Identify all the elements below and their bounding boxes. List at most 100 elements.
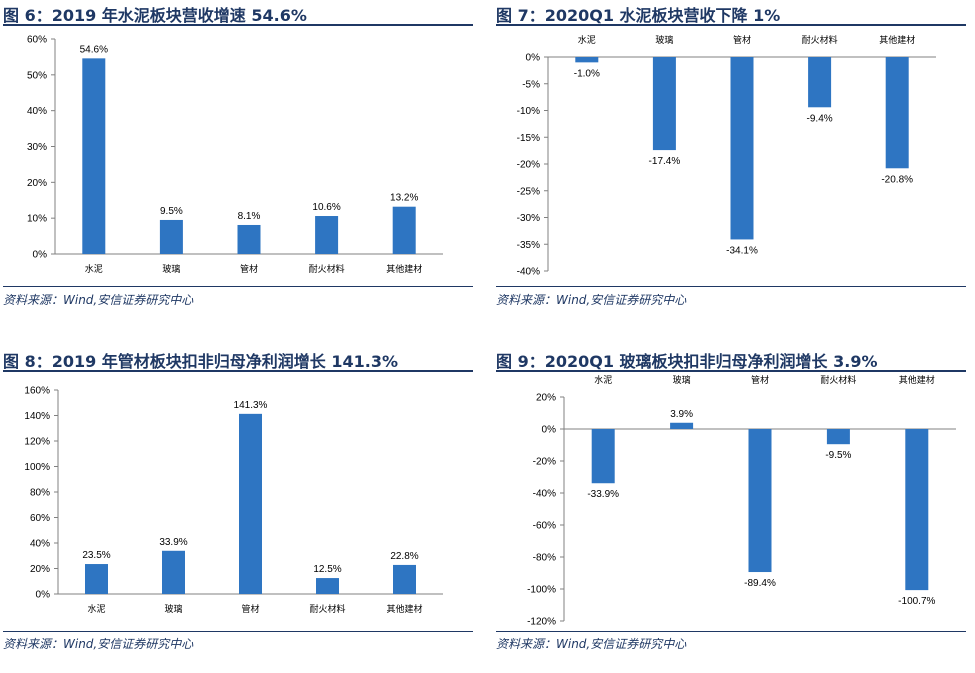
title-rule xyxy=(3,370,473,372)
y-tick-label: 40% xyxy=(30,539,50,550)
data-label: 54.6% xyxy=(80,44,108,55)
data-label: 12.5% xyxy=(313,564,341,575)
category-label: 耐火材料 xyxy=(802,34,838,46)
chart-panel-2: 图 7：2020Q1 水泥板块营收下降 1% 0% -5% -10% -15% -20%… xyxy=(496,0,975,327)
y-tick-label: 30% xyxy=(27,142,47,153)
data-label: 22.8% xyxy=(390,551,418,562)
y-tick-label: -40% xyxy=(517,267,540,278)
category-label: 耐火材料 xyxy=(309,603,345,615)
data-label: 23.5% xyxy=(82,550,110,561)
chart-title: 图 8：2019 年管材板块扣非归母净利润增长 141.3% xyxy=(3,352,399,371)
title-rule xyxy=(3,24,473,26)
source-note: 资料来源：Wind,安信证券研究中心 xyxy=(3,293,194,307)
chart-title: 图 7：2020Q1 水泥板块营收下降 1% xyxy=(496,6,781,25)
source-rule xyxy=(496,286,966,287)
y-tick-label: 100% xyxy=(24,462,50,473)
y-tick-label: 10% xyxy=(27,214,47,225)
y-tick-label: 20% xyxy=(27,178,47,189)
category-label: 管材 xyxy=(733,34,751,46)
y-tick-label: -25% xyxy=(517,186,540,197)
data-label: 3.9% xyxy=(670,409,693,420)
bar-3 xyxy=(239,413,262,594)
y-tick-label: 0% xyxy=(542,425,557,436)
data-label: -9.5% xyxy=(825,450,851,461)
bar-4 xyxy=(315,216,339,254)
y-tick-label: -30% xyxy=(517,213,540,224)
bar-2 xyxy=(159,219,183,254)
y-tick-label: -20% xyxy=(533,457,556,468)
y-tick-label: -10% xyxy=(517,106,540,117)
y-tick-label: -100% xyxy=(527,585,556,596)
bar-1 xyxy=(82,58,106,254)
data-label: -34.1% xyxy=(726,245,758,256)
y-tick-label: -15% xyxy=(517,133,540,144)
category-label: 玻璃 xyxy=(673,374,691,386)
chart-plot: 20% 0% -20% -40% -60% -80% -100% -120% -33.9% 水泥 3… xyxy=(527,374,956,628)
bar-4 xyxy=(316,578,339,594)
y-tick-label: 60% xyxy=(30,513,50,524)
chart-panel-3: 图 8：2019 年管材板块扣非归母净利润增长 141.3% 0% 20% 40% 6… xyxy=(3,346,483,673)
bar-1 xyxy=(575,57,599,63)
bar-5 xyxy=(885,57,909,169)
y-tick-label: 120% xyxy=(24,437,50,448)
bar-3 xyxy=(730,57,754,240)
data-label: 33.9% xyxy=(159,537,187,548)
chart-panel-4: 图 9：2020Q1 玻璃板块扣非归母净利润增长 3.9% 20% 0% -20% -… xyxy=(496,346,975,673)
y-tick-label: 0% xyxy=(36,590,51,601)
category-label: 其他建材 xyxy=(386,263,422,275)
bar-4 xyxy=(808,57,832,108)
category-label: 耐火材料 xyxy=(820,374,856,386)
source-rule xyxy=(3,286,473,287)
category-label: 其他建材 xyxy=(386,603,422,615)
bar-5 xyxy=(393,564,416,594)
y-tick-label: 40% xyxy=(27,106,47,117)
data-label: -100.7% xyxy=(898,596,935,607)
y-tick-label: 50% xyxy=(27,70,47,81)
source-note: 资料来源：Wind,安信证券研究中心 xyxy=(496,637,687,651)
category-label: 其他建材 xyxy=(899,374,935,386)
category-label: 玻璃 xyxy=(655,34,673,46)
y-tick-label: -20% xyxy=(517,160,540,171)
data-label: 8.1% xyxy=(238,211,261,222)
y-tick-label: -35% xyxy=(517,240,540,251)
bar-2 xyxy=(670,422,694,429)
data-label: -1.0% xyxy=(574,68,600,79)
category-label: 管材 xyxy=(751,374,769,386)
category-label: 玻璃 xyxy=(162,263,180,275)
bar-5 xyxy=(905,429,929,591)
bar-3 xyxy=(748,429,772,573)
y-tick-label: 0% xyxy=(526,53,541,64)
bar-2 xyxy=(652,57,676,151)
y-tick-label: -120% xyxy=(527,617,556,628)
data-label: 13.2% xyxy=(390,193,418,204)
category-label: 管材 xyxy=(240,263,258,275)
y-tick-label: 160% xyxy=(24,386,50,397)
source-rule xyxy=(3,631,473,632)
data-label: -9.4% xyxy=(807,113,833,124)
data-label: -89.4% xyxy=(744,578,776,589)
y-tick-label: -40% xyxy=(533,489,556,500)
y-tick-label: 60% xyxy=(27,35,47,46)
category-label: 其他建材 xyxy=(879,34,915,46)
category-label: 耐火材料 xyxy=(309,263,345,275)
data-label: -17.4% xyxy=(649,156,681,167)
bar-1 xyxy=(591,429,615,484)
source-rule xyxy=(496,631,966,632)
title-rule xyxy=(496,370,966,372)
y-tick-label: -80% xyxy=(533,553,556,564)
source-note: 资料来源：Wind,安信证券研究中心 xyxy=(3,637,194,651)
data-label: -33.9% xyxy=(587,489,619,500)
y-tick-label: 80% xyxy=(30,488,50,499)
data-label: 141.3% xyxy=(234,400,268,411)
chart-title: 图 9：2020Q1 玻璃板块扣非归母净利润增长 3.9% xyxy=(496,352,878,371)
data-label: -20.8% xyxy=(881,174,913,185)
y-tick-label: -5% xyxy=(522,79,540,90)
y-tick-label: -60% xyxy=(533,521,556,532)
bar-4 xyxy=(826,429,850,445)
category-label: 水泥 xyxy=(578,34,596,46)
chart-plot: 0% 20% 40% 60% 80% 100% 120% 140% 160% 23.5% 水泥 33.… xyxy=(24,386,443,615)
y-tick-label: 0% xyxy=(33,250,48,261)
bar-1 xyxy=(85,564,108,594)
title-rule xyxy=(496,24,966,26)
bar-2 xyxy=(162,550,185,594)
